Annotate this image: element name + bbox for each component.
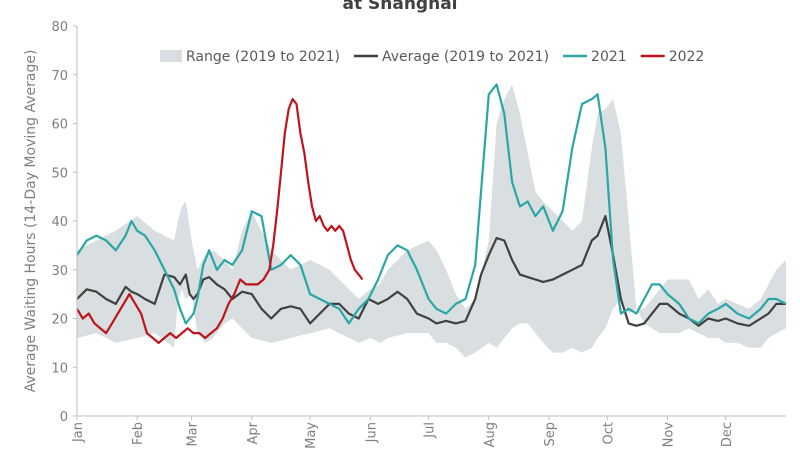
series-lines-group — [76, 83, 787, 344]
x-tick-label: Nov — [662, 422, 677, 448]
y-tick-label: 80 — [51, 20, 68, 35]
axes-group: 0 10 20 30 40 50 60 70 80 Jan Feb Mar Apr May Jun Jul Au… — [51, 20, 786, 449]
y-tick-label: 20 — [51, 313, 68, 328]
x-tick-label: Feb — [131, 422, 146, 445]
y-tick-label: 60 — [51, 118, 68, 133]
legend-label-average-2019-to-2021-: Average (2019 to 2021) — [382, 49, 549, 65]
range-band — [77, 84, 786, 358]
legend-swatch-range-2019-to-2021- — [160, 50, 182, 62]
y-tick-label: 50 — [51, 166, 68, 181]
x-tick-label: Dec — [720, 422, 735, 447]
y-axis-label: Average Waiting Hours (14-Day Moving Ave… — [23, 50, 39, 393]
x-tick-label: May — [304, 422, 319, 449]
x-tick-label: Jan — [71, 422, 86, 443]
y-tick-label: 10 — [51, 361, 68, 376]
x-tick-label: Jun — [364, 422, 379, 443]
x-tick-label: Apr — [246, 421, 261, 444]
y-tick-label: 40 — [51, 215, 68, 230]
series-line-2022 — [76, 97, 364, 344]
range-band-group — [77, 84, 786, 358]
y-tick-label: 70 — [51, 69, 68, 84]
legend-label-range-2019-to-2021-: Range (2019 to 2021) — [186, 49, 340, 65]
series-line-average-2019-to-2021- — [76, 215, 786, 327]
legend-label-2021: 2021 — [591, 49, 627, 65]
series-line-2021 — [76, 83, 787, 325]
x-tick-label: Aug — [483, 422, 498, 447]
x-tick-label: Sep — [543, 422, 558, 447]
y-tick-label: 0 — [60, 410, 68, 425]
x-tick-label: Jul — [423, 422, 438, 439]
chart-title: at Shanghai — [342, 0, 458, 14]
legend: Range (2019 to 2021) Average (2019 to 202… — [160, 49, 704, 65]
x-tick-label: Oct — [601, 422, 616, 444]
legend-label-2022: 2022 — [669, 49, 705, 65]
y-tick-label: 30 — [51, 264, 68, 279]
x-tick-label: Mar — [186, 421, 201, 446]
